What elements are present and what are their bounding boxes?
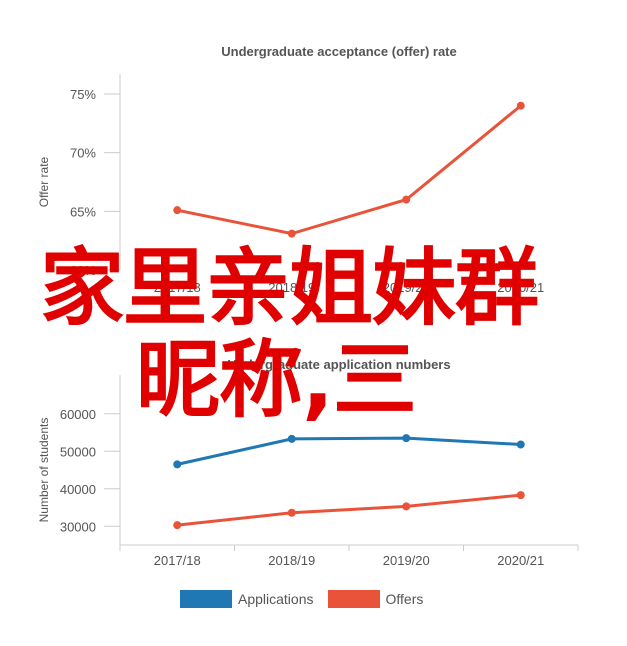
chart-0-series-0-point	[516, 101, 525, 110]
chart-0-xtick-label: 2017/18	[154, 280, 201, 295]
chart-0-series-0-line	[176, 104, 522, 236]
chart-1-ylabel: Number of students	[37, 418, 51, 523]
chart-1-xtick-label: 2018/19	[268, 553, 315, 568]
legend-label-offers: Offers	[385, 591, 424, 607]
legend-item-applications[interactable]: Applications	[180, 590, 314, 608]
chart-1-series-1-line	[177, 493, 521, 527]
chart-1-series-0-point	[516, 440, 525, 449]
chart-0-ytick-label: 75%	[70, 87, 96, 102]
chart-legend: Applications Offers	[180, 590, 437, 608]
chart-1-xtick-label: 2019/20	[383, 553, 430, 568]
chart-1-xtick-label: 2017/18	[154, 553, 201, 568]
chart-0-series-0-point	[287, 229, 296, 238]
chart-0-ytick-label: 70%	[70, 146, 96, 161]
chart-0-series-0-point	[402, 195, 411, 204]
legend-item-offers[interactable]: Offers	[327, 590, 424, 608]
overlay-text-line-2: 昵称,三	[136, 331, 417, 429]
chart-0-title: Undergraduate acceptance (offer) rate	[221, 44, 457, 59]
chart-1-xtick-label: 2020/21	[497, 553, 544, 568]
overlay-text-line-1: 家里亲姐妹群	[40, 239, 539, 337]
chart-1-title: Undergraduate application numbers	[227, 357, 450, 372]
chart-1-series-1-point	[402, 502, 411, 511]
chart-1-series-1-point	[516, 491, 525, 500]
chart-1-series-1-point	[173, 521, 182, 530]
chart-1-series-0-point	[287, 434, 296, 443]
chart-1-ytick-label: 40000	[60, 482, 96, 497]
chart-0-ytick-label: 60%	[70, 263, 96, 278]
chart-1-ytick-label: 60000	[60, 407, 96, 422]
legend-swatch-offers	[327, 590, 380, 608]
chart-0-ytick-label: 65%	[70, 204, 96, 219]
chart-0-xtick-label: 2018/19	[268, 280, 315, 295]
chart-1-series-1-point	[287, 508, 296, 517]
chart-0-xtick-label: 2019/20	[383, 280, 430, 295]
chart-1-ytick-label: 30000	[60, 519, 96, 534]
chart-0-ylabel: Offer rate	[37, 156, 51, 207]
legend-label-applications: Applications	[238, 591, 314, 607]
chart-1-series-0-line	[176, 436, 521, 466]
chart-1-ytick-label: 50000	[60, 444, 96, 459]
chart-1-series-0-point	[402, 434, 411, 443]
legend-swatch-applications	[180, 590, 232, 608]
chart-0-xtick-label: 2020/21	[497, 280, 544, 295]
chart-1-series-0-point	[173, 460, 182, 469]
chart-0-series-0-point	[173, 206, 182, 215]
